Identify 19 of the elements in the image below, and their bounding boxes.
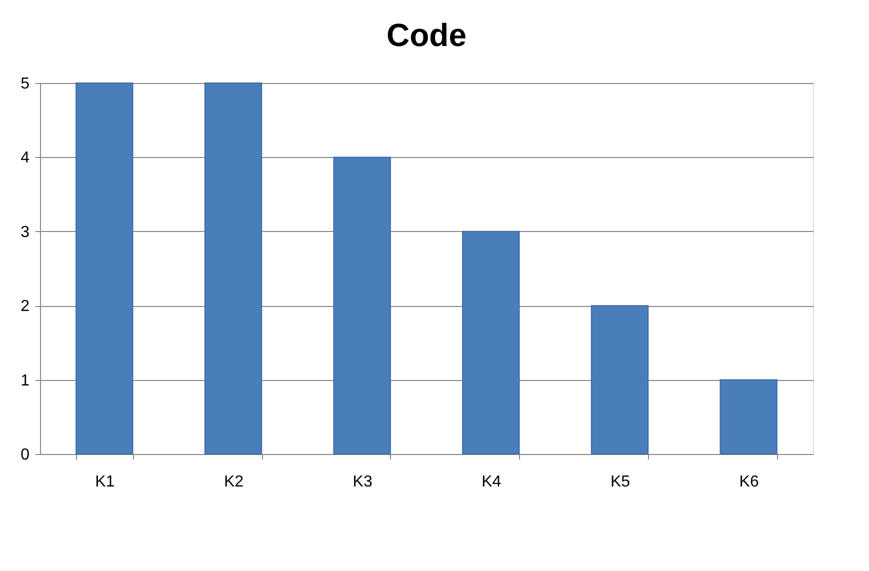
bar [204,82,262,454]
bar [590,305,649,454]
x-tick-label: K5 [610,474,630,490]
y-tick-label: 2 [20,298,30,316]
y-tick-label: 3 [20,224,30,241]
x-tick-label: K4 [482,474,502,490]
bar [76,82,134,454]
bar [333,156,391,454]
x-tick-label: K6 [739,474,759,490]
x-tick-label: K2 [224,474,244,490]
y-tick-label: 4 [20,150,30,167]
x-tick-label: K3 [352,474,372,490]
x-tick-label: K1 [95,474,115,490]
y-tick-label: 1 [20,372,30,390]
y-tick-label: 0 [20,446,30,464]
y-tick-label: 5 [20,76,30,92]
bar [720,379,778,454]
chart-title: Code [386,17,466,53]
bar [462,230,520,454]
